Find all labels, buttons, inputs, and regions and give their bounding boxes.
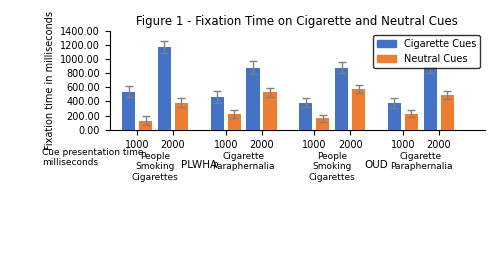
Text: OUD: OUD (364, 160, 388, 170)
Legend: Cigarette Cues, Neutral Cues: Cigarette Cues, Neutral Cues (373, 35, 480, 68)
Bar (352, 89, 366, 130)
Bar (316, 118, 330, 130)
Text: Cue presentation time
milliseconds: Cue presentation time milliseconds (42, 148, 144, 167)
Text: Cigarette
Paraphernalia: Cigarette Paraphernalia (212, 152, 275, 171)
Bar (246, 68, 260, 130)
Text: Cigarette
Paraphernalia: Cigarette Paraphernalia (390, 152, 452, 171)
Bar (228, 114, 241, 130)
Bar (405, 114, 418, 130)
Bar (335, 68, 348, 130)
Bar (158, 47, 171, 130)
Bar (424, 67, 437, 130)
Bar (139, 121, 152, 130)
Text: People
Smoking
Cigarettes: People Smoking Cigarettes (132, 152, 178, 182)
Bar (264, 92, 276, 130)
Bar (300, 103, 312, 130)
Y-axis label: Fixation time in milliseconds: Fixation time in milliseconds (44, 11, 54, 150)
Bar (388, 103, 401, 130)
Text: PLWHA: PLWHA (182, 160, 218, 170)
Bar (175, 103, 188, 130)
Title: Figure 1 - Fixation Time on Cigarette and Neutral Cues: Figure 1 - Fixation Time on Cigarette an… (136, 15, 458, 28)
Bar (122, 91, 135, 130)
Bar (210, 97, 224, 130)
Bar (440, 95, 454, 130)
Text: People
Smoking
Cigarettes: People Smoking Cigarettes (309, 152, 356, 182)
